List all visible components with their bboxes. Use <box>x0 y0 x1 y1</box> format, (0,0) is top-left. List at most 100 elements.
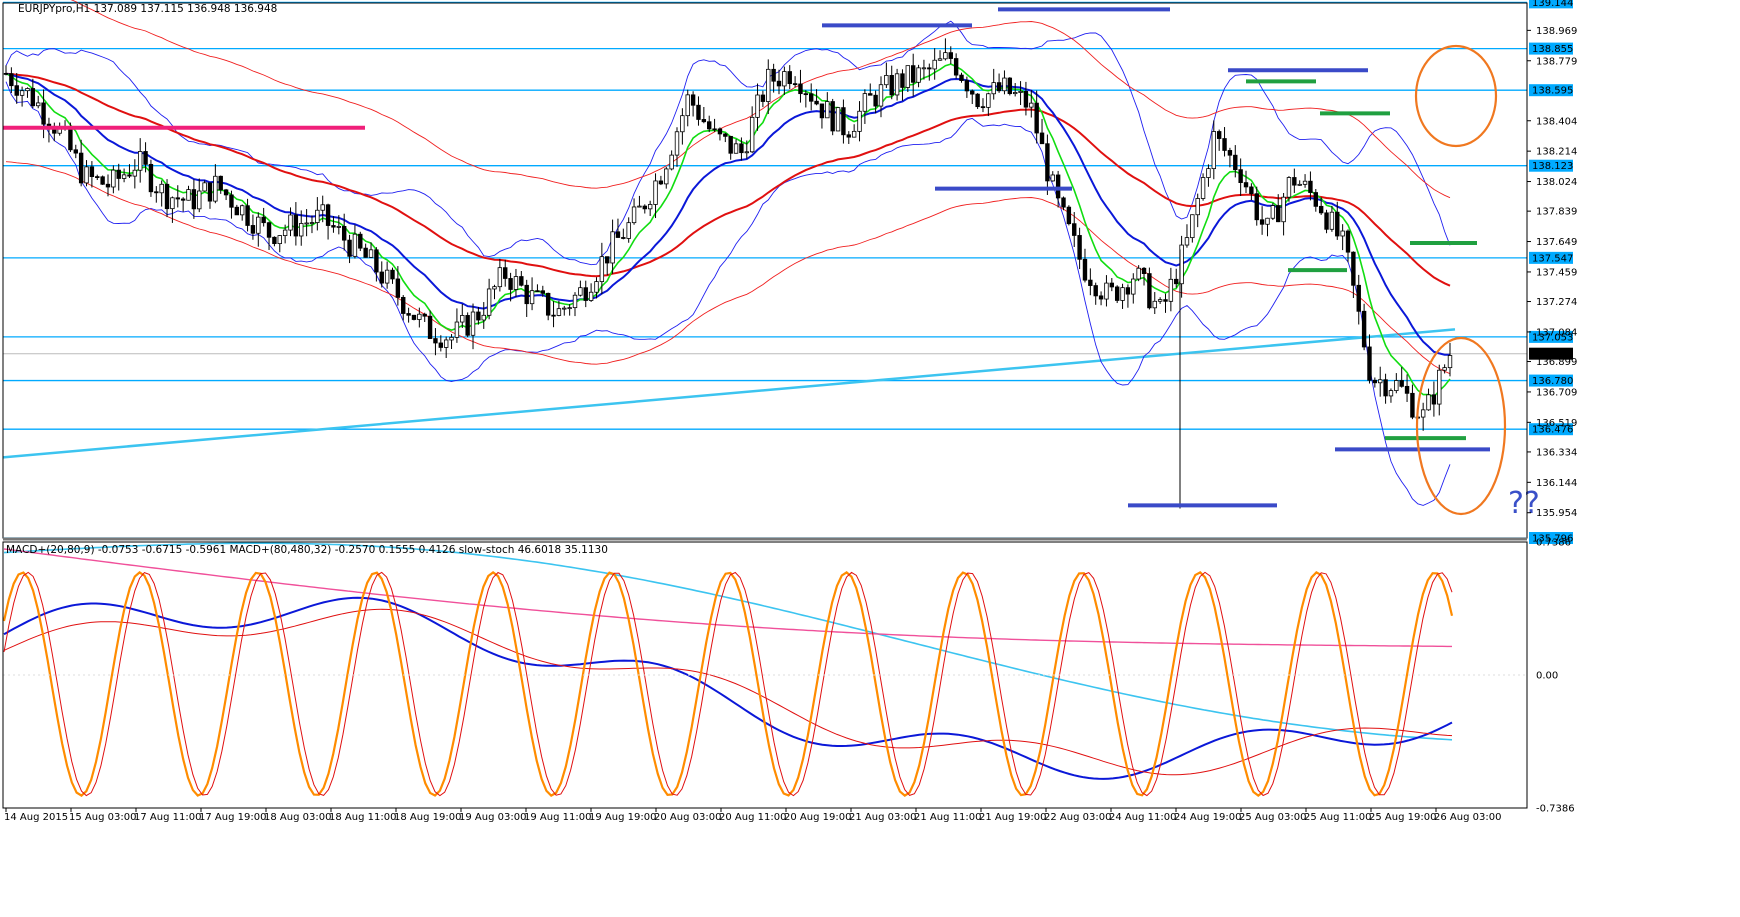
candle-body <box>910 65 916 83</box>
candle-body <box>610 231 615 264</box>
candle-body <box>1055 174 1061 199</box>
candle-body <box>717 128 723 135</box>
candle-body <box>819 103 825 119</box>
candle-body <box>325 204 331 226</box>
candle-body <box>89 166 95 177</box>
candle-body <box>1211 131 1217 170</box>
level-label: 138.123 <box>1532 161 1573 172</box>
candle-body <box>1190 214 1195 239</box>
level-label-box <box>1529 42 1573 55</box>
candle-body <box>347 239 352 257</box>
candle-body <box>1394 380 1399 391</box>
candle-body <box>1131 278 1136 295</box>
bollinger-upper <box>5 20 1451 266</box>
symbol-info-label: EURJPYpro,H1 137.089 137.115 136.948 136… <box>18 3 277 15</box>
candle-body <box>927 67 932 70</box>
candle-body <box>1292 177 1297 186</box>
level-label-box <box>1529 159 1573 172</box>
level-label-box <box>1529 423 1573 436</box>
candle-body <box>739 143 744 154</box>
y-tick-label: 136.519 <box>1536 418 1577 429</box>
candle-body <box>1034 102 1039 134</box>
y-tick-label: 138.404 <box>1536 116 1577 127</box>
macd-fast-line <box>3 596 1453 780</box>
question-annotation: ?? <box>1508 486 1540 521</box>
ema-fast <box>5 63 1451 398</box>
candle-body <box>583 287 588 301</box>
candle-body <box>556 308 562 316</box>
candle-body <box>277 235 282 245</box>
candle-body <box>943 52 948 60</box>
candle-body <box>728 135 733 154</box>
candle-body <box>1098 295 1104 300</box>
candle-body <box>599 256 605 283</box>
y-tick-label: 138.024 <box>1536 177 1577 188</box>
ema-mid <box>5 72 1451 356</box>
moving-averages <box>5 63 1451 398</box>
candle-body <box>948 52 953 59</box>
candle-body <box>835 107 841 132</box>
oscillator-frame <box>2 541 1528 809</box>
candle-body <box>685 94 690 117</box>
candle-body <box>1222 138 1227 151</box>
highlight-circle <box>1414 44 1498 148</box>
candle-body <box>341 226 347 241</box>
candle-body <box>1184 237 1190 246</box>
x-tick-label: 17 Aug 19:00 <box>199 812 266 823</box>
candle-body <box>213 175 218 202</box>
indicator-info-label: MACD+(20,80,9) -0.0753 -0.6715 -0.5961 M… <box>6 544 608 556</box>
candle-body <box>642 205 647 210</box>
candle-body <box>900 73 905 88</box>
candle-body <box>105 183 111 188</box>
candle-body <box>766 68 771 102</box>
candle-body <box>1437 369 1442 405</box>
x-tick-label: 21 Aug 19:00 <box>979 812 1046 823</box>
current-price-label: 136.948 <box>1532 349 1573 360</box>
candle-body <box>384 269 390 284</box>
candle-body <box>605 256 610 264</box>
osc-tick-label: 0.00 <box>1536 671 1558 682</box>
candle-body <box>894 73 900 96</box>
level-label-box <box>1529 330 1573 343</box>
candle-body <box>535 290 540 293</box>
x-tick-label: 24 Aug 19:00 <box>1174 812 1241 823</box>
candle-body <box>41 102 46 125</box>
candle-body <box>631 206 637 224</box>
candle-body <box>690 94 696 106</box>
y-tick-label: 136.899 <box>1536 357 1577 368</box>
osc-tick-label: -0.7386 <box>1536 804 1575 815</box>
candle-body <box>1356 284 1361 312</box>
x-tick-label: 18 Aug 19:00 <box>394 812 461 823</box>
candle-body <box>406 313 411 316</box>
candle-body <box>1174 278 1179 285</box>
candle-body <box>143 151 148 165</box>
candle-body <box>272 236 277 245</box>
candle-body <box>1216 131 1222 139</box>
level-label-box <box>1529 84 1573 97</box>
candle-body <box>336 226 342 228</box>
candle-body <box>497 267 503 288</box>
candle-body <box>256 216 261 234</box>
candle-body <box>476 311 481 321</box>
candle-body <box>937 58 943 61</box>
candle-body <box>830 101 835 132</box>
candle-body <box>1125 287 1131 295</box>
candle-body <box>1431 394 1437 405</box>
candle-body <box>127 174 132 177</box>
candle-body <box>1286 177 1292 198</box>
candle-body <box>701 119 707 123</box>
candle-body <box>422 313 427 317</box>
candle-body <box>1114 286 1120 301</box>
candle-body <box>803 93 809 96</box>
candle-body <box>175 197 180 200</box>
candle-body <box>1378 379 1383 384</box>
candle-body <box>1318 205 1324 214</box>
candle-body <box>615 231 621 238</box>
candle-body <box>787 71 792 85</box>
candle-body <box>1029 102 1034 108</box>
candle-body <box>1265 217 1270 225</box>
candle-body <box>707 121 712 130</box>
macd-fast-signal <box>3 608 1453 776</box>
